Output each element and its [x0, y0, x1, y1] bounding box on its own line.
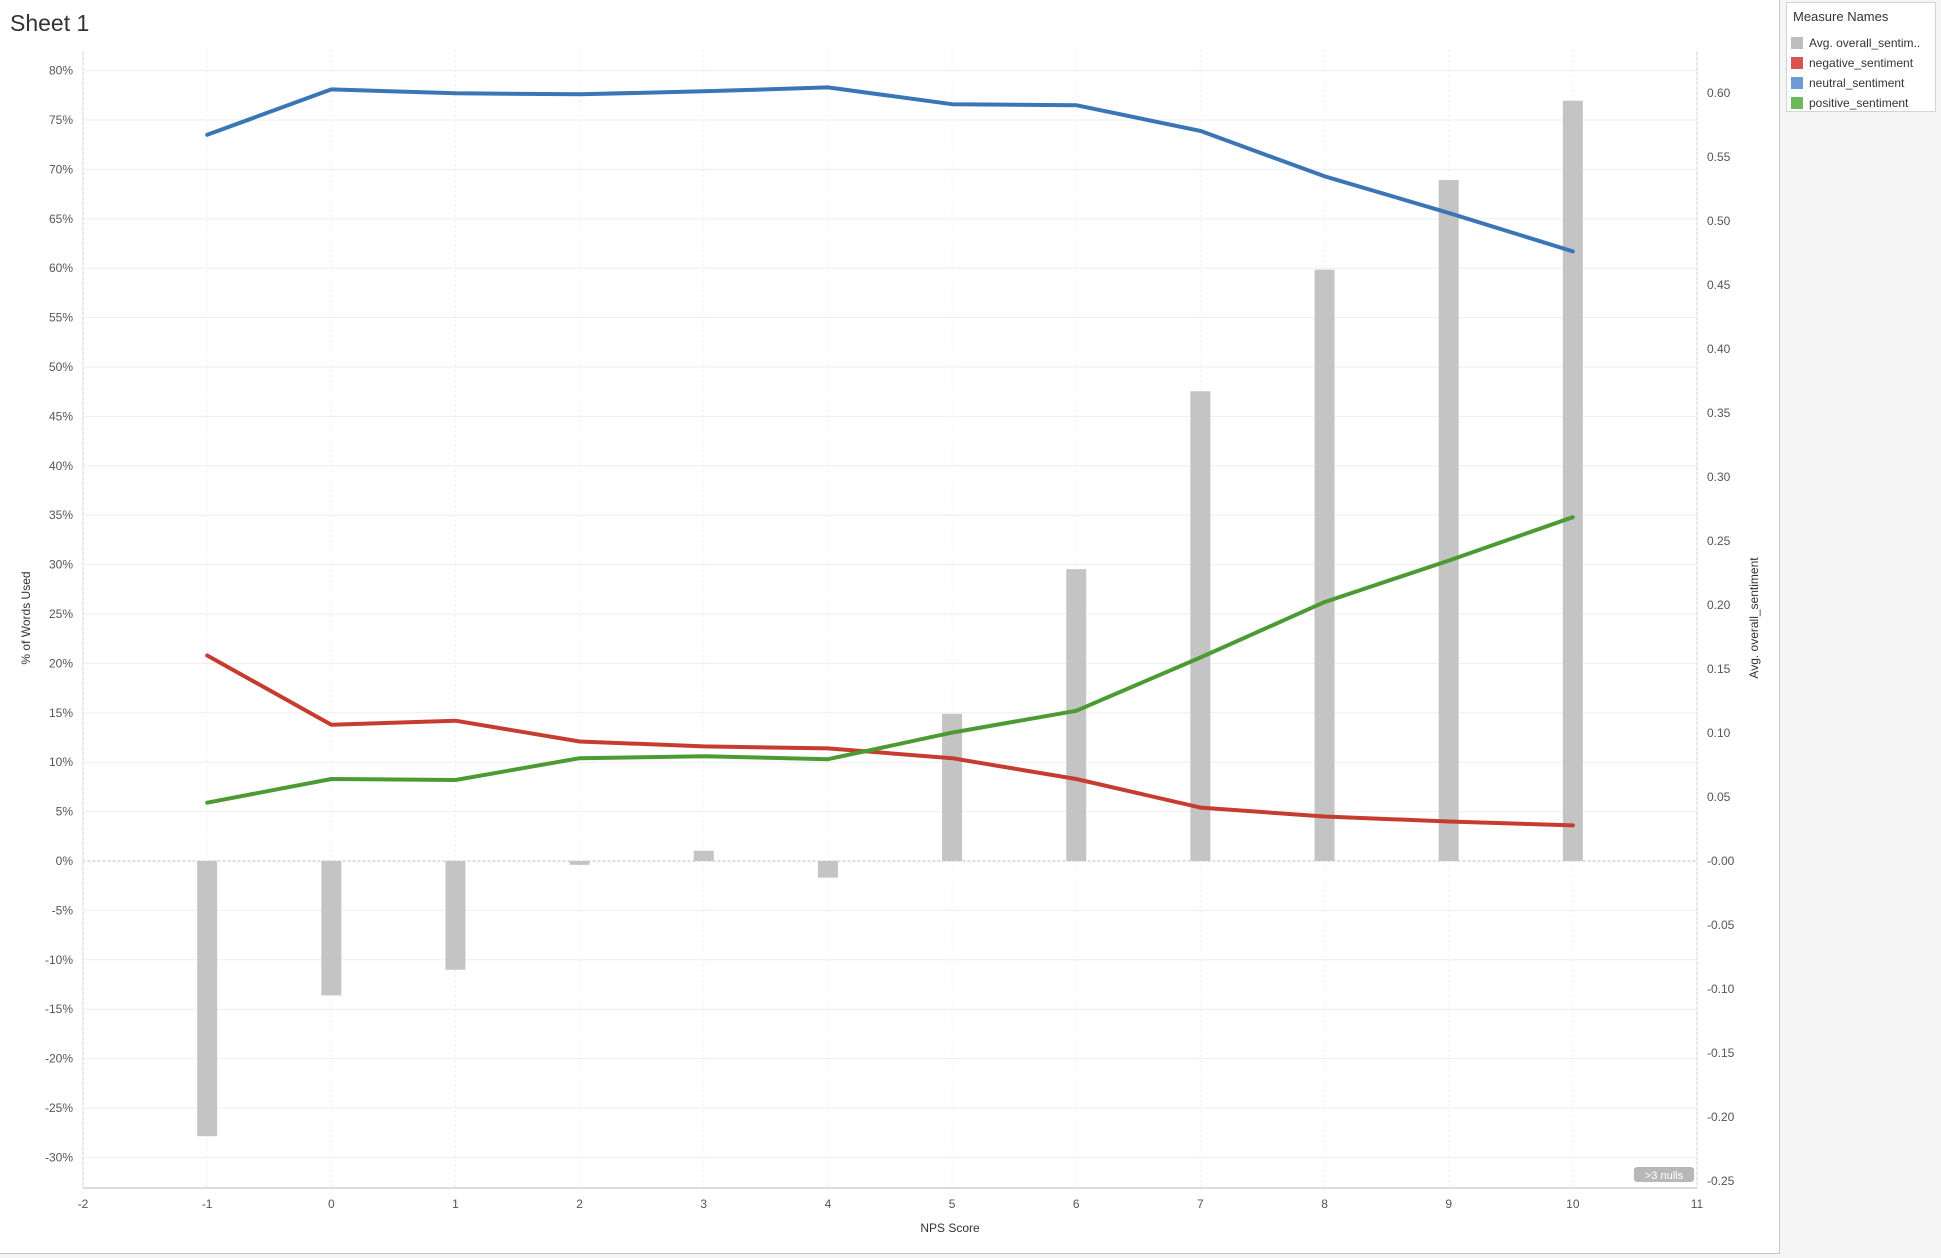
legend-swatch [1791, 57, 1803, 69]
y2-tick-label: -0.20 [1707, 1110, 1735, 1124]
legend-swatch [1791, 77, 1803, 89]
legend-swatch [1791, 97, 1803, 109]
legend-item-label: negative_sentiment [1809, 56, 1914, 70]
nulls-badge-label: >3 nulls [1645, 1170, 1684, 1182]
y2-tick-label: 0.55 [1707, 150, 1731, 164]
bar-avg-overall-sentiment [1438, 180, 1459, 862]
y-tick-label: 80% [49, 64, 73, 78]
y-tick-label: 20% [49, 656, 73, 670]
y2-tick-label: 0.15 [1707, 662, 1731, 676]
x-tick-label: 4 [825, 1197, 832, 1211]
legend-item-avg-overall-sentiment[interactable]: Avg. overall_sentim.. [1791, 35, 1920, 51]
y2-tick-label: 0.60 [1707, 86, 1731, 100]
x-tick-label: 2 [576, 1197, 583, 1211]
bar-avg-overall-sentiment [693, 850, 714, 861]
legend-item-label: Avg. overall_sentim.. [1809, 36, 1921, 50]
nulls-badge-bg [1634, 1167, 1694, 1182]
legend-item-label: positive_sentiment [1809, 96, 1909, 110]
legend-item-negative-sentiment[interactable]: negative_sentiment [1791, 55, 1913, 71]
legend-panel: Measure Names Avg. overall_sentim.. nega… [1786, 2, 1936, 112]
line-neutral-sentiment [205, 85, 1575, 254]
y2-axis-title: Avg. overall_sentiment [1747, 557, 1761, 679]
sheet-title: Sheet 1 [10, 10, 90, 36]
y-tick-label: 15% [49, 706, 73, 720]
x-tick-label: 9 [1445, 1197, 1452, 1211]
x-tick-label: 5 [949, 1197, 956, 1211]
y-tick-label: 30% [49, 558, 73, 572]
y-tick-label: -30% [45, 1150, 73, 1164]
x-tick-label: 0 [328, 1197, 335, 1211]
y-tick-label: 65% [49, 212, 73, 226]
y2-tick-label: 0.45 [1707, 278, 1731, 292]
y-tick-label: -20% [45, 1052, 73, 1066]
y-tick-label: -15% [45, 1002, 73, 1016]
y2-tick-label: -0.15 [1707, 1046, 1735, 1060]
x-tick-label: -1 [202, 1197, 213, 1211]
legend-swatch [1791, 37, 1803, 49]
y-tick-label: -5% [52, 903, 74, 917]
legend-title: Measure Names [1793, 9, 1889, 24]
y-tick-label: 40% [49, 459, 73, 473]
y-tick-label: -10% [45, 953, 73, 967]
y-tick-label: 50% [49, 360, 73, 374]
line-positive-sentiment [205, 515, 1575, 805]
y2-tick-label: 0.25 [1707, 534, 1731, 548]
legend-item-positive-sentiment[interactable]: positive_sentiment [1791, 95, 1908, 111]
y-tick-label: 55% [49, 311, 73, 325]
legend-item-neutral-sentiment[interactable]: neutral_sentiment [1791, 75, 1904, 91]
y2-tick-label: 0.20 [1707, 598, 1731, 612]
y-tick-label: 70% [49, 162, 73, 176]
bar-avg-overall-sentiment [1066, 569, 1087, 861]
bar-avg-overall-sentiment [569, 861, 590, 865]
x-tick-label: 11 [1691, 1197, 1704, 1211]
bar-avg-overall-sentiment [817, 861, 838, 878]
y-tick-label: 75% [49, 113, 73, 127]
x-tick-label: 1 [452, 1197, 459, 1211]
y-tick-label: 0% [56, 854, 74, 868]
y-tick-label: 5% [56, 805, 74, 819]
y2-tick-label: 0.30 [1707, 470, 1731, 484]
x-axis-title: NPS Score [920, 1221, 980, 1235]
chart-canvas[interactable]: 80%75%70%65%60%55%50%45%40%35%30%25%20%1… [0, 0, 1779, 1253]
y-tick-label: 45% [49, 409, 73, 423]
line-negative-sentiment [205, 653, 1575, 828]
y-tick-label: 10% [49, 755, 73, 769]
y2-tick-label: 0.40 [1707, 342, 1731, 356]
bar-avg-overall-sentiment [1314, 269, 1335, 861]
nulls-indicator[interactable]: >3 nulls [1634, 1167, 1694, 1182]
y-axis-title: % of Words Used [19, 571, 33, 664]
y-tick-label: -25% [45, 1101, 73, 1115]
legend-item-label: neutral_sentiment [1809, 76, 1905, 90]
worksheet-panel: Sheet 1 80% 75% 70% 65% 60% 55% 50% 45% 40% 35% 30… [0, 0, 1780, 1254]
bar-avg-overall-sentiment [1190, 391, 1211, 861]
bar-avg-overall-sentiment [942, 713, 963, 861]
y-tick-label: 35% [49, 508, 73, 522]
y2-tick-label: -0.05 [1707, 918, 1735, 932]
y2-tick-label: 0.05 [1707, 790, 1731, 804]
bar-avg-overall-sentiment [197, 861, 218, 1137]
y2-tick-label: -0.25 [1707, 1174, 1735, 1188]
bar-avg-overall-sentiment [321, 861, 342, 996]
y-tick-label: 25% [49, 607, 73, 621]
y2-tick-label: 0.35 [1707, 406, 1731, 420]
y-tick-label: 60% [49, 261, 73, 275]
bar-avg-overall-sentiment [1562, 100, 1583, 862]
y2-tick-label: -0.10 [1707, 982, 1735, 996]
bar-avg-overall-sentiment [445, 861, 466, 970]
x-tick-label: 7 [1197, 1197, 1204, 1211]
y2-tick-label: 0.10 [1707, 726, 1731, 740]
x-tick-label: 8 [1321, 1197, 1328, 1211]
x-tick-label: 3 [700, 1197, 707, 1211]
x-tick-label: 6 [1073, 1197, 1080, 1211]
x-tick-label: 10 [1566, 1197, 1580, 1211]
y2-tick-label: -0.00 [1707, 854, 1735, 868]
x-tick-label: -2 [78, 1197, 89, 1211]
y2-tick-label: 0.50 [1707, 214, 1731, 228]
